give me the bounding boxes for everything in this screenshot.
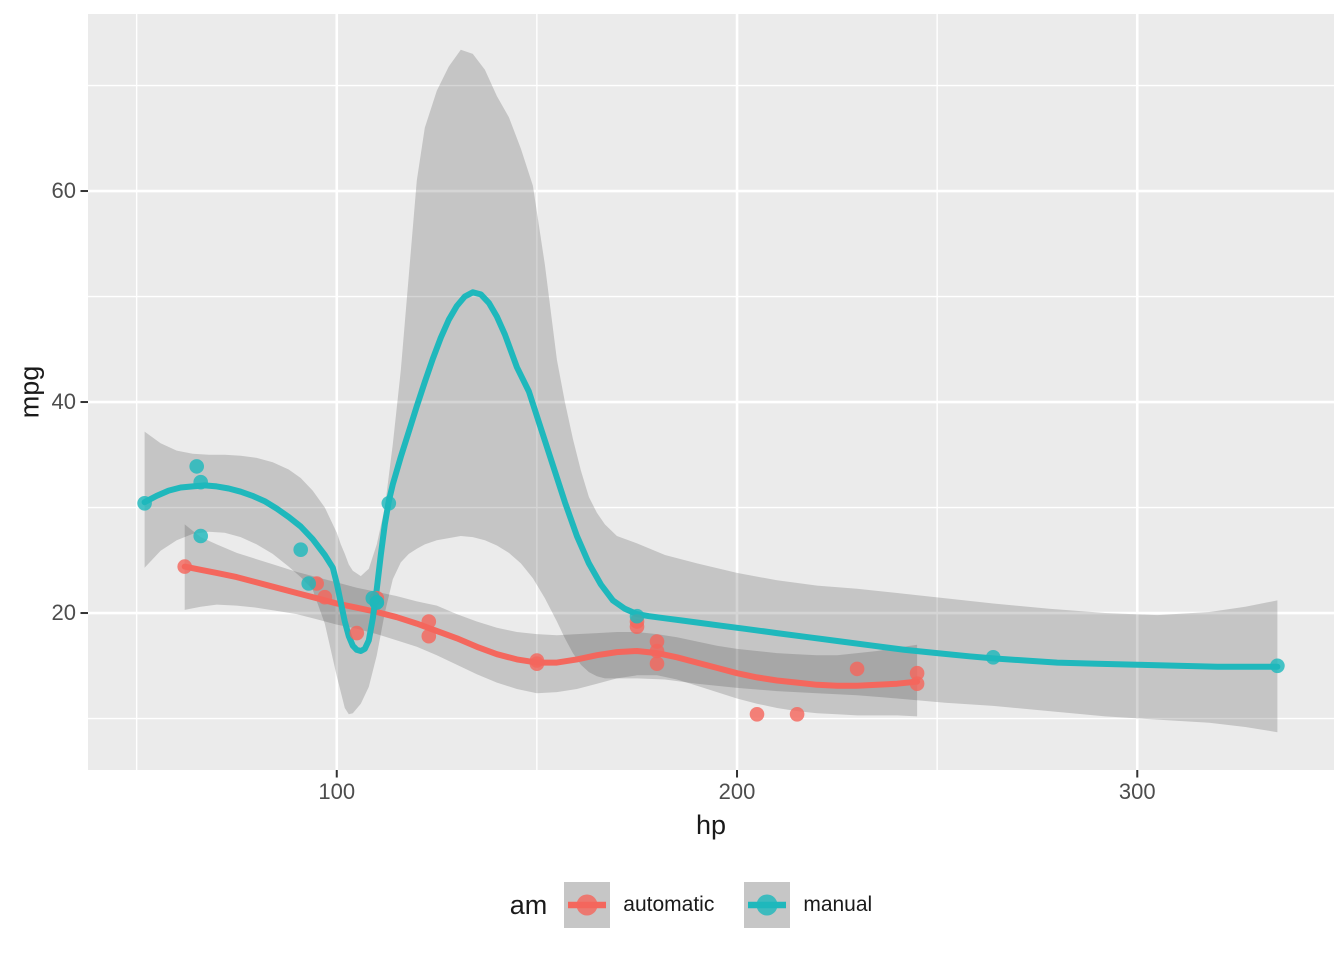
data-point-manual bbox=[301, 576, 317, 591]
x-tick-label: 200 bbox=[718, 779, 756, 804]
panel-background bbox=[88, 14, 1334, 770]
x-tick-label: 100 bbox=[318, 779, 356, 804]
data-point-automatic bbox=[789, 707, 805, 722]
legend: am automatic manual bbox=[0, 882, 1344, 928]
data-point-manual bbox=[985, 650, 1001, 665]
legend-label-automatic: automatic bbox=[623, 893, 715, 916]
x-tick-label: 300 bbox=[1118, 779, 1156, 804]
ribbon-automatic bbox=[184, 524, 918, 717]
data-point-automatic bbox=[649, 656, 665, 671]
data-point-manual bbox=[293, 542, 309, 557]
y-tick-label: 20 bbox=[51, 600, 76, 626]
x-axis-title: hp bbox=[695, 810, 727, 840]
data-point-automatic bbox=[909, 665, 925, 681]
data-point-manual bbox=[137, 496, 152, 511]
data-point-automatic bbox=[177, 559, 192, 574]
y-axis-title: mpg bbox=[14, 365, 45, 419]
legend-key-automatic bbox=[564, 882, 611, 928]
data-point-automatic bbox=[349, 625, 365, 641]
data-point-automatic bbox=[529, 656, 545, 671]
data-point-manual bbox=[629, 608, 645, 624]
data-point-manual bbox=[189, 459, 204, 474]
data-point-automatic bbox=[909, 676, 925, 691]
data-point-manual bbox=[381, 496, 397, 511]
legend-entry-manual: manual bbox=[744, 882, 902, 928]
data-point-automatic bbox=[317, 589, 333, 605]
smooth-line-automatic bbox=[181, 563, 921, 689]
legend-label-manual: manual bbox=[803, 893, 873, 916]
legend-entry-automatic: automatic bbox=[564, 882, 744, 928]
data-point-manual bbox=[193, 474, 208, 490]
data-point-automatic bbox=[849, 661, 865, 677]
legend-key-point bbox=[756, 894, 778, 916]
data-point-automatic bbox=[749, 707, 765, 722]
legend-title: am bbox=[509, 889, 548, 920]
data-point-manual bbox=[1270, 658, 1285, 674]
smooth-line-manual bbox=[141, 289, 1281, 670]
data-point-manual bbox=[193, 528, 208, 544]
data-point-manual bbox=[365, 590, 381, 606]
y-tick-label: 40 bbox=[51, 389, 76, 415]
data-point-automatic bbox=[421, 614, 437, 629]
data-point-automatic bbox=[421, 628, 437, 644]
legend-key-point bbox=[576, 894, 598, 916]
ribbon-manual bbox=[144, 49, 1278, 733]
data-point-automatic bbox=[649, 634, 665, 649]
y-tick-label: 60 bbox=[51, 178, 76, 204]
legend-key-manual bbox=[744, 882, 791, 928]
